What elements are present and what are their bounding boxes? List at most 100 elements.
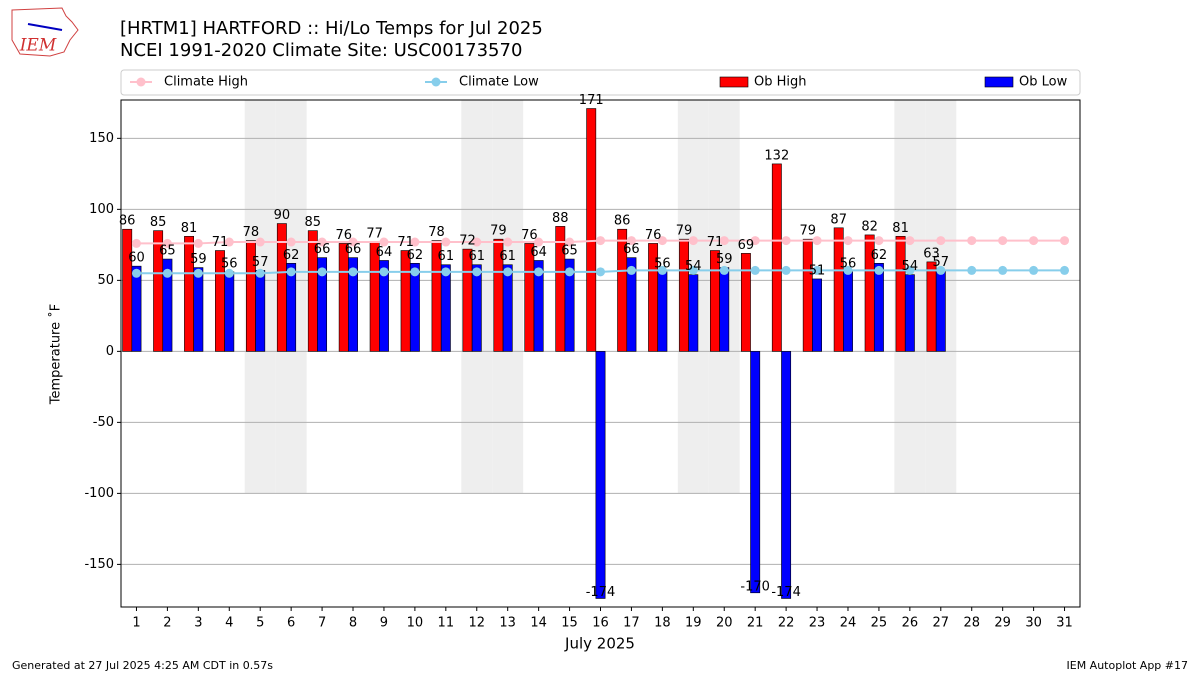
data-label: 59 <box>190 252 207 267</box>
chart-subtitle: NCEI 1991-2020 Climate Site: USC00173570 <box>120 40 522 61</box>
x-axis-label: July 2025 <box>564 635 635 653</box>
data-label: 171 <box>579 93 604 108</box>
climate-marker <box>379 237 389 247</box>
data-label: 71 <box>212 235 229 250</box>
bar <box>657 271 668 352</box>
climate-marker <box>472 267 482 277</box>
climate-marker <box>565 237 575 247</box>
data-label: 77 <box>366 227 383 242</box>
bar <box>317 257 328 352</box>
climate-marker <box>503 267 513 277</box>
x-tick-label: 31 <box>1056 616 1073 631</box>
data-label: 72 <box>459 234 476 249</box>
x-tick-label: 8 <box>349 616 357 631</box>
data-label: 56 <box>654 256 671 271</box>
climate-marker <box>255 237 265 247</box>
climate-marker <box>874 265 884 275</box>
x-tick-label: 15 <box>561 616 578 631</box>
y-tick-label: 50 <box>97 273 114 288</box>
x-tick-label: 7 <box>318 616 326 631</box>
bar <box>935 270 946 352</box>
x-tick-label: 13 <box>499 616 516 631</box>
climate-marker <box>781 265 791 275</box>
y-tick-label: 150 <box>89 131 114 146</box>
data-label: 62 <box>871 248 888 263</box>
data-label: 90 <box>274 208 291 223</box>
x-tick-label: 28 <box>963 616 980 631</box>
x-tick-label: 21 <box>747 616 764 631</box>
climate-marker <box>936 236 946 246</box>
climate-marker <box>131 238 141 248</box>
legend-box <box>120 69 1081 96</box>
bar <box>409 263 420 352</box>
climate-marker <box>162 238 172 248</box>
data-label: 69 <box>738 238 755 253</box>
data-label: 59 <box>716 252 733 267</box>
data-label: -174 <box>771 585 801 600</box>
data-label: 71 <box>707 235 724 250</box>
data-label: 54 <box>685 259 702 274</box>
data-label: 61 <box>438 249 455 264</box>
climate-marker <box>224 237 234 247</box>
data-label: 76 <box>521 228 538 243</box>
x-tick-label: 26 <box>902 616 919 631</box>
bar <box>471 264 482 352</box>
data-label: 65 <box>159 244 176 259</box>
bar <box>348 257 358 352</box>
climate-marker <box>410 267 420 277</box>
x-tick-label: 25 <box>871 616 888 631</box>
data-label: 61 <box>468 249 485 264</box>
bar <box>750 351 761 594</box>
climate-marker <box>657 265 667 275</box>
data-label: -170 <box>740 579 770 594</box>
climate-marker <box>1060 265 1070 275</box>
climate-marker <box>998 236 1008 246</box>
bar <box>440 264 451 352</box>
x-tick-label: 14 <box>530 616 547 631</box>
climate-marker <box>1029 265 1039 275</box>
bar <box>740 253 751 352</box>
logo-outline <box>11 7 79 57</box>
x-tick-label: 18 <box>654 616 671 631</box>
bar <box>502 264 513 352</box>
climate-marker <box>348 267 358 277</box>
x-tick-label: 27 <box>933 616 950 631</box>
chart-title: [HRTM1] HARTFORD :: Hi/Lo Temps for Jul … <box>120 18 543 39</box>
climate-marker <box>967 265 977 275</box>
bar <box>595 351 606 599</box>
bar <box>833 227 844 352</box>
y-tick-label: 0 <box>106 344 114 359</box>
x-tick-label: 12 <box>468 616 485 631</box>
data-label: 78 <box>243 225 260 240</box>
data-label: 66 <box>345 242 362 257</box>
climate-marker <box>534 237 544 247</box>
climate-marker <box>936 265 946 275</box>
plot-frame <box>120 99 1081 608</box>
x-tick-label: 9 <box>380 616 388 631</box>
data-label: 63 <box>923 246 940 261</box>
data-label: 81 <box>181 221 198 236</box>
climate-marker <box>379 267 389 277</box>
climate-marker <box>874 236 884 246</box>
bar <box>802 238 813 352</box>
climate-marker <box>1029 236 1039 246</box>
climate-marker <box>750 265 760 275</box>
data-label: 56 <box>221 256 238 271</box>
climate-marker <box>719 236 729 246</box>
climate-marker <box>317 267 327 277</box>
bar <box>873 263 884 352</box>
data-label: 62 <box>407 248 424 263</box>
bar <box>338 243 349 352</box>
bar <box>679 238 689 352</box>
data-label: 132 <box>764 148 789 163</box>
bar <box>131 265 142 352</box>
bar <box>688 274 699 352</box>
data-label: 65 <box>561 244 578 259</box>
data-label: 86 <box>119 214 136 229</box>
climate-marker <box>596 236 605 246</box>
bar <box>286 263 297 352</box>
data-label: 78 <box>428 225 445 240</box>
bar <box>379 260 389 352</box>
